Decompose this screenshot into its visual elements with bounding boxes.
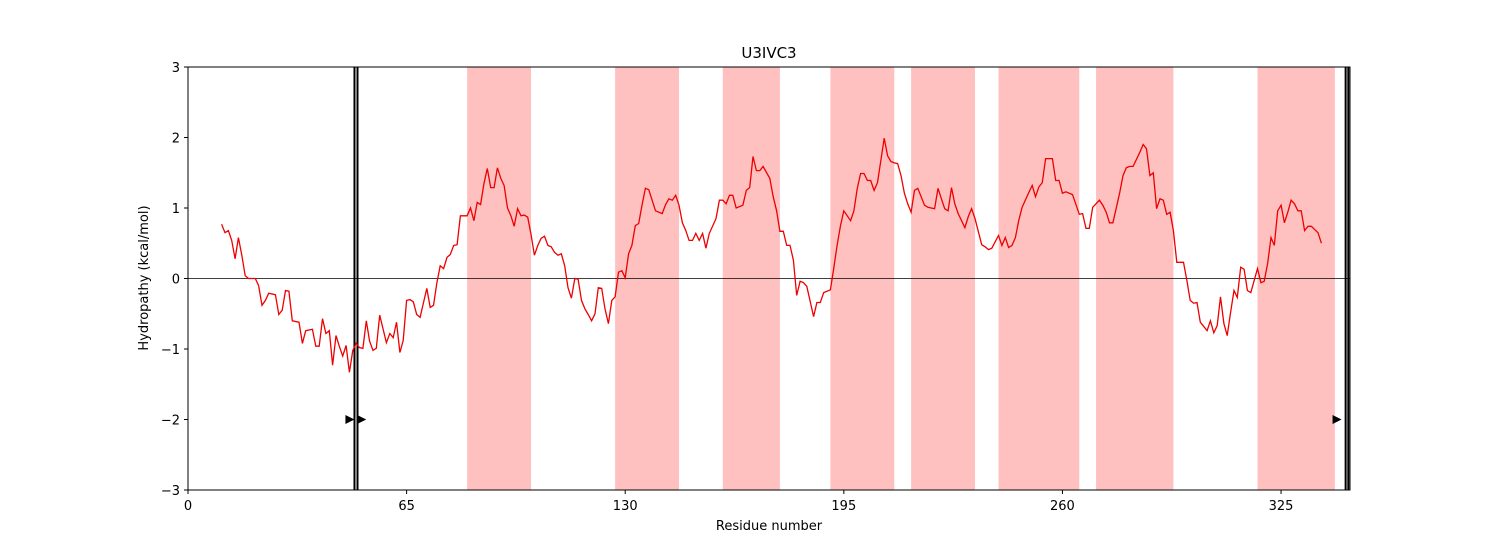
x-tick-label: 260: [1050, 499, 1075, 514]
y-axis-label: Hydropathy (kcal/mol): [137, 205, 152, 350]
x-tick-label: 130: [613, 499, 638, 514]
marker: [357, 415, 367, 424]
y-tick-label: 1: [172, 202, 180, 217]
x-tick-label: 325: [1269, 499, 1294, 514]
marker: [1332, 415, 1342, 424]
x-axis-label: Residue number: [716, 519, 823, 534]
y-tick-label: −2: [161, 414, 180, 429]
y-tick-label: −3: [161, 484, 180, 499]
y-tick-label: 3: [172, 61, 180, 76]
chart-title: U3IVC3: [741, 44, 796, 62]
hydropathy-line: [220, 138, 1323, 373]
y-tick-label: 0: [172, 273, 180, 288]
x-tick-label: 195: [831, 499, 856, 514]
y-tick-label: −1: [161, 343, 180, 358]
x-tick-label: 65: [398, 499, 415, 514]
x-tick-label: 0: [184, 499, 192, 514]
marker: [345, 415, 355, 424]
y-tick-label: 2: [172, 132, 180, 147]
